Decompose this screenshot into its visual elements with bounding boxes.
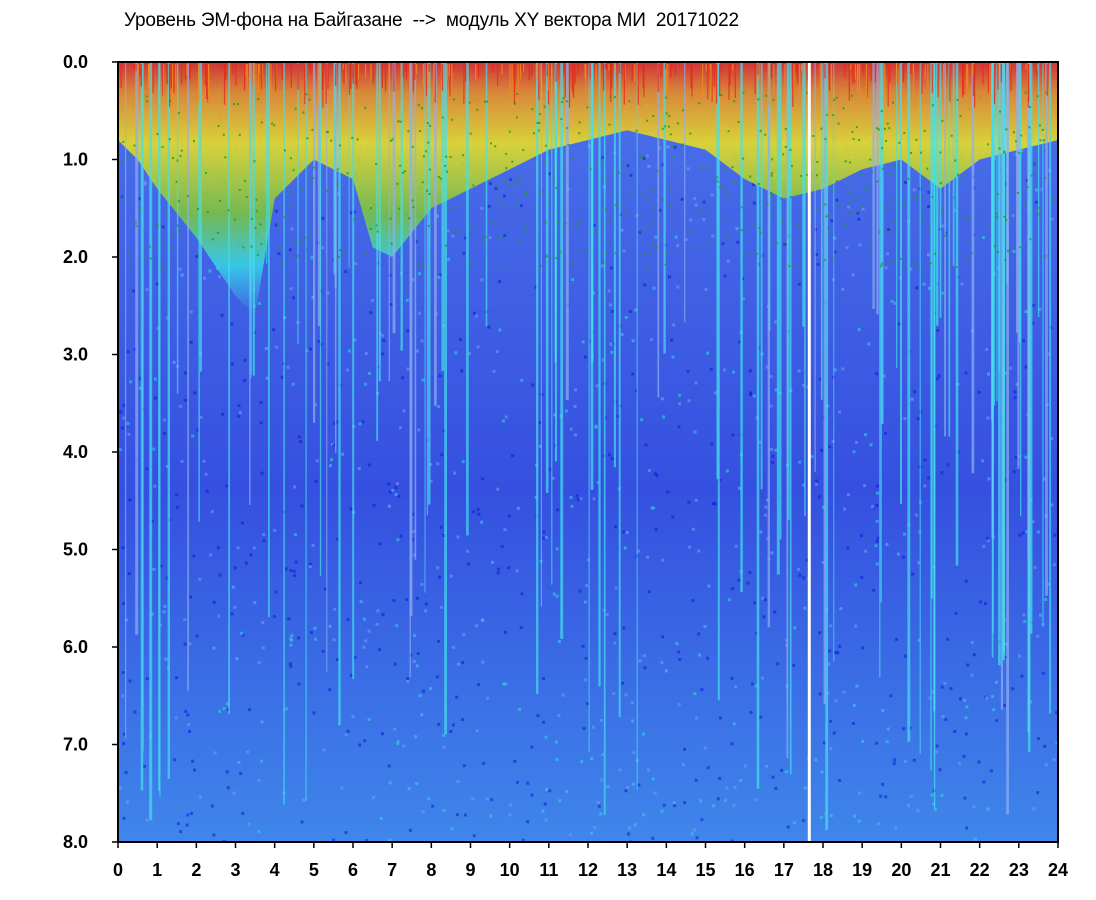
- x-tick-label: 5: [309, 860, 319, 880]
- x-tick-label: 13: [617, 860, 637, 880]
- x-tick-label: 3: [230, 860, 240, 880]
- x-tick-label: 7: [387, 860, 397, 880]
- y-tick-label: 8.0: [63, 832, 88, 852]
- x-tick-label: 22: [970, 860, 990, 880]
- x-tick-label: 21: [930, 860, 950, 880]
- x-tick-label: 2: [191, 860, 201, 880]
- x-tick-label: 14: [656, 860, 676, 880]
- x-tick-label: 0: [113, 860, 123, 880]
- x-tick-label: 20: [891, 860, 911, 880]
- x-tick-label: 8: [426, 860, 436, 880]
- x-tick-label: 24: [1048, 860, 1068, 880]
- y-tick-label: 7.0: [63, 735, 88, 755]
- x-tick-label: 23: [1009, 860, 1029, 880]
- y-tick-label: 0.0: [63, 52, 88, 72]
- y-tick-label: 4.0: [63, 442, 88, 462]
- x-tick-label: 6: [348, 860, 358, 880]
- x-tick-label: 16: [735, 860, 755, 880]
- x-tick-label: 18: [813, 860, 833, 880]
- x-tick-label: 10: [500, 860, 520, 880]
- x-tick-label: 15: [695, 860, 715, 880]
- x-tick-label: 17: [774, 860, 794, 880]
- x-tick-label: 1: [152, 860, 162, 880]
- y-tick-label: 6.0: [63, 637, 88, 657]
- x-tick-label: 19: [852, 860, 872, 880]
- y-tick-label: 1.0: [63, 150, 88, 170]
- x-tick-label: 9: [465, 860, 475, 880]
- x-tick-label: 11: [539, 860, 558, 880]
- y-tick-label: 5.0: [63, 540, 88, 560]
- y-tick-label: 2.0: [63, 247, 88, 267]
- x-tick-label: 4: [270, 860, 280, 880]
- y-tick-label: 3.0: [63, 345, 88, 365]
- chart-title: Уровень ЭМ-фона на Байгазане --> модуль …: [124, 10, 739, 31]
- x-tick-label: 12: [578, 860, 598, 880]
